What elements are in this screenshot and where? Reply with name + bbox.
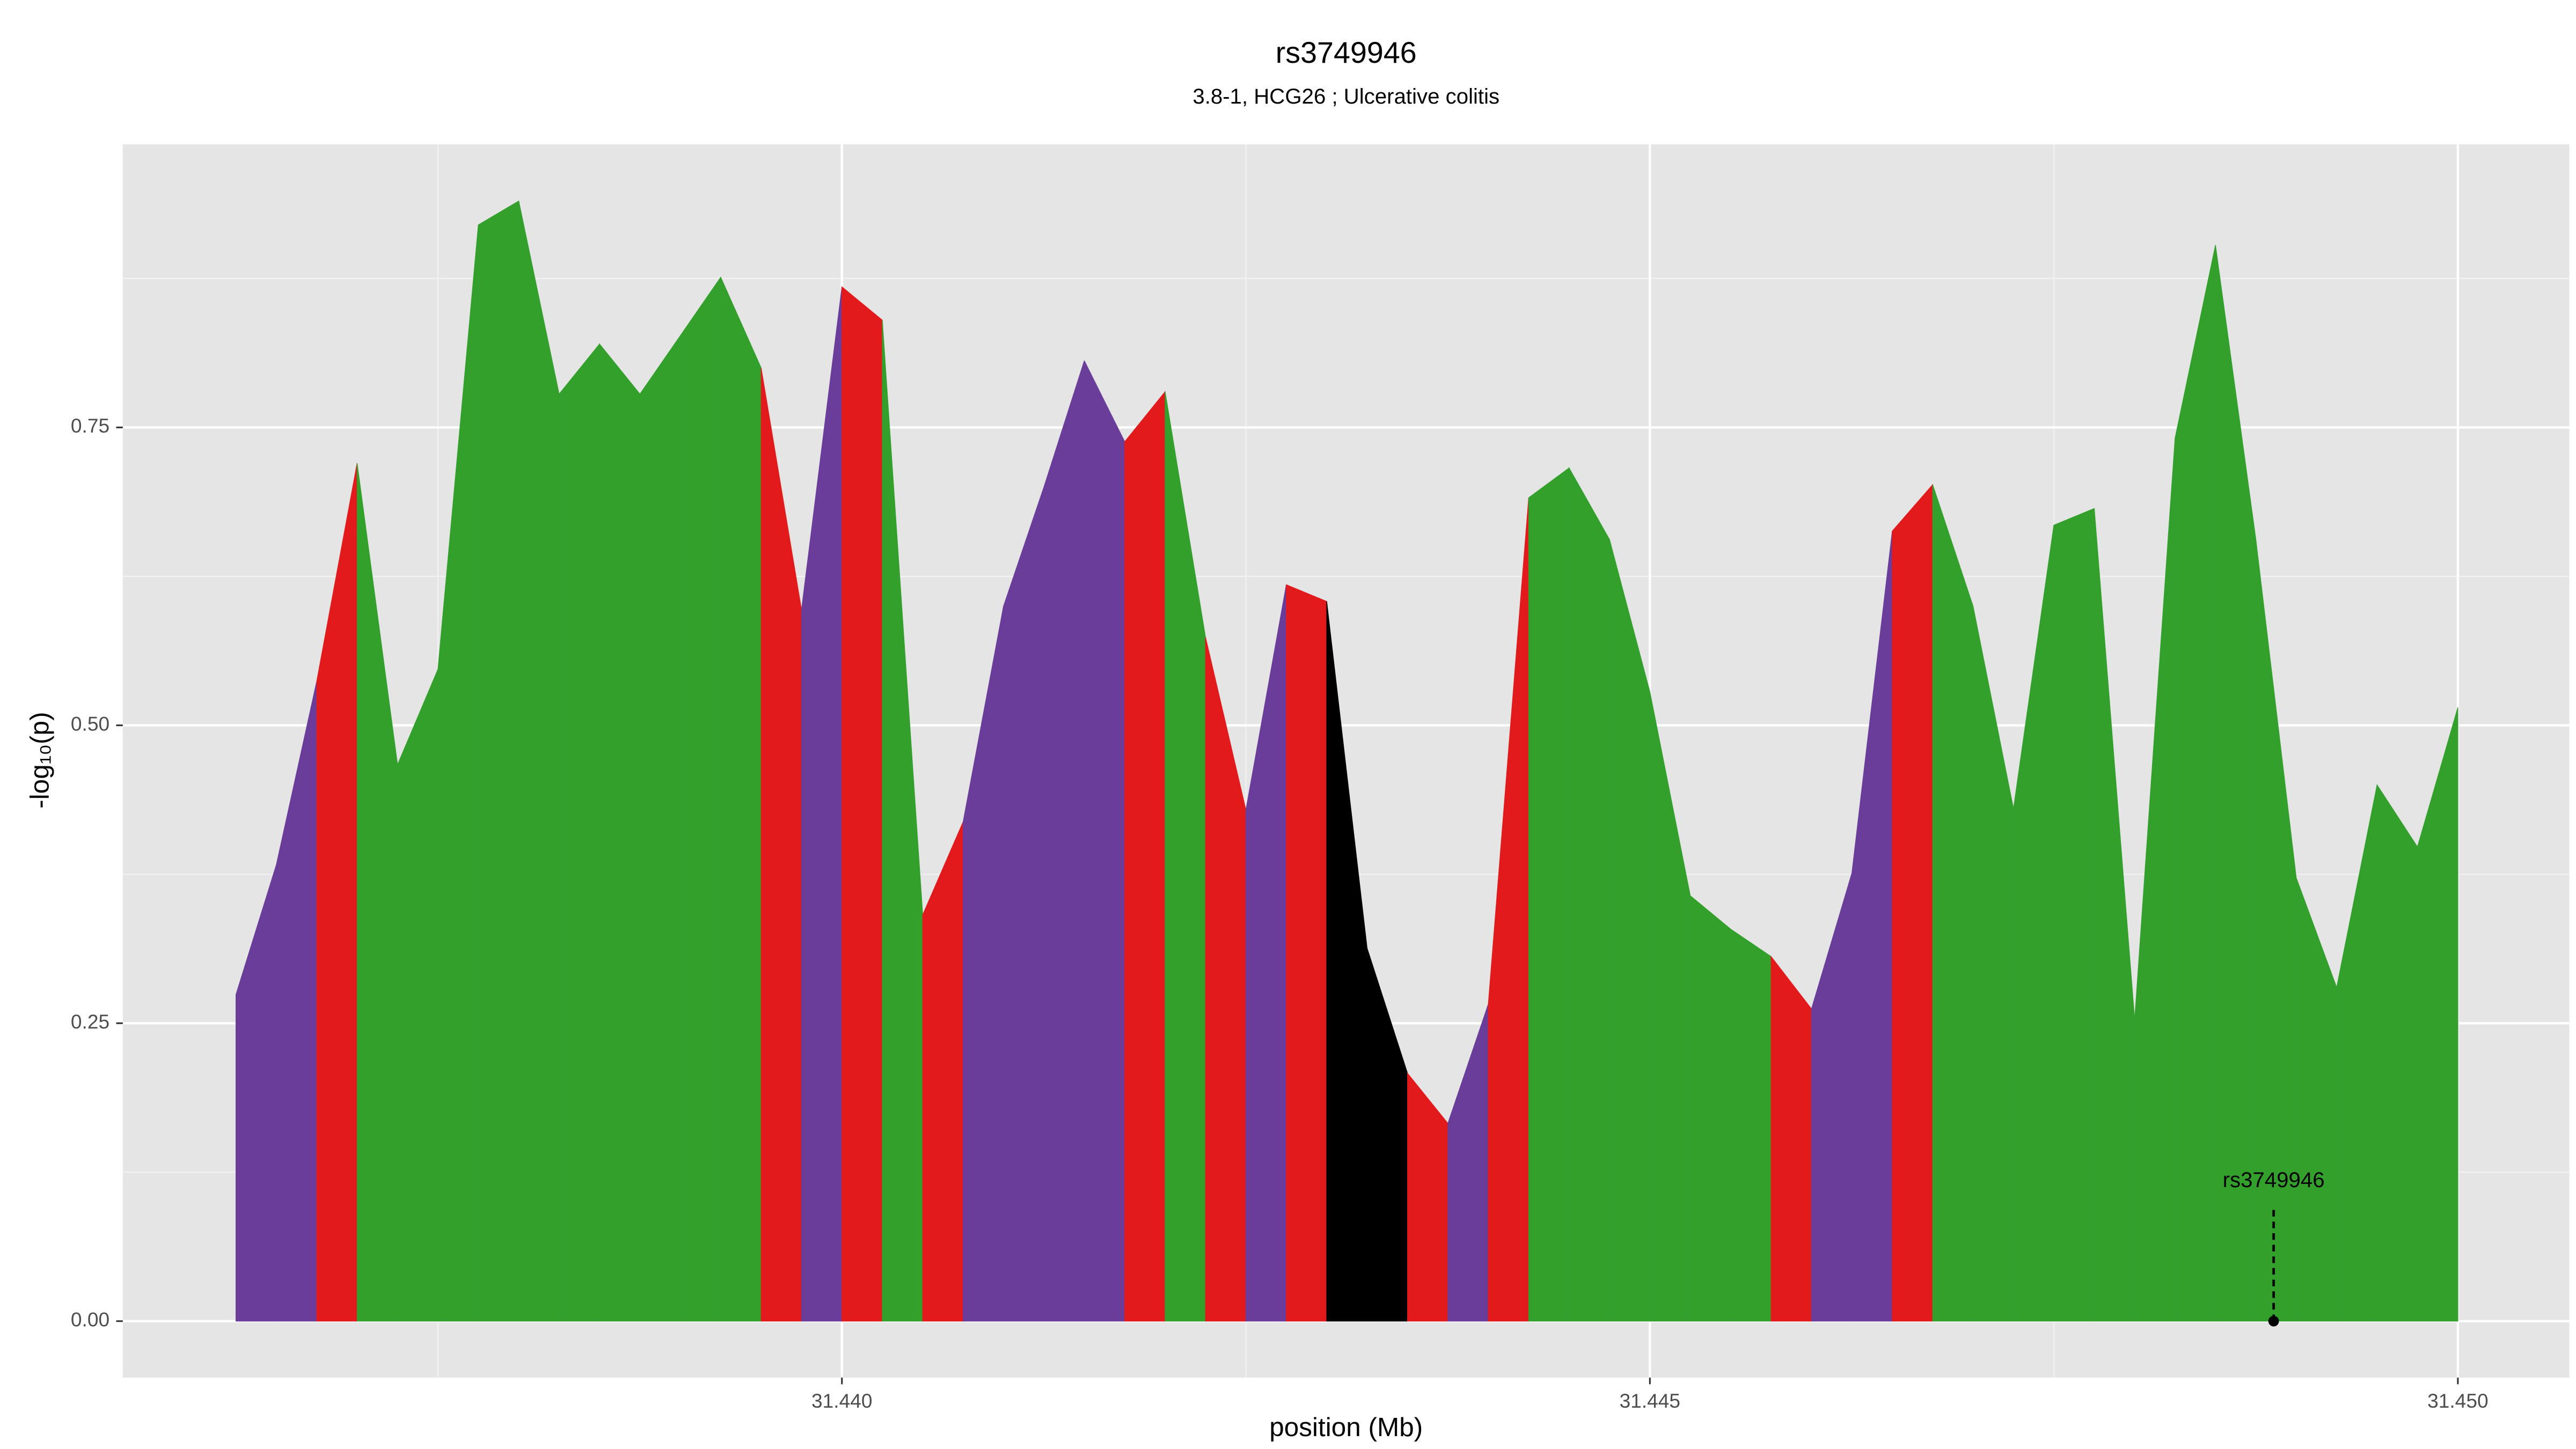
x-tick-label: 31.445: [1620, 1389, 1681, 1412]
area-segment: [639, 334, 681, 1322]
area-segment: [1689, 895, 1731, 1322]
area-segment: [2376, 784, 2418, 1322]
area-segment: [1124, 391, 1166, 1322]
x-axis-label: position (Mb): [1269, 1413, 1423, 1442]
area-segment: [1892, 484, 1933, 1322]
area-segment: [478, 200, 519, 1322]
y-tick-label: 0.00: [71, 1308, 109, 1331]
area-segment: [680, 276, 721, 1322]
y-tick-label: 0.50: [71, 712, 109, 735]
area-segment: [720, 277, 762, 1322]
area-segment: [1569, 466, 1610, 1322]
chart-title: rs3749946: [1276, 36, 1417, 69]
area-segment: [841, 286, 883, 1322]
area-segment: [1003, 487, 1044, 1322]
y-tick-label: 0.25: [71, 1010, 109, 1033]
area-segment: [1932, 484, 1974, 1322]
area-segment: [1084, 360, 1125, 1322]
annotation-label: rs3749946: [2223, 1168, 2325, 1192]
x-tick-label: 31.440: [811, 1389, 873, 1412]
area-segment: [1730, 928, 1772, 1322]
x-tick-label: 31.450: [2427, 1389, 2489, 1412]
chart-subtitle: 3.8-1, HCG26 ; Ulcerative colitis: [1192, 84, 1499, 108]
area-segment: [2053, 508, 2095, 1322]
area-segment: [397, 669, 438, 1322]
area-segment: [599, 343, 641, 1322]
area-segment: [1528, 467, 1570, 1322]
y-tick-label: 0.75: [71, 414, 109, 437]
area-segment: [1770, 955, 1812, 1322]
area-segment: [518, 201, 560, 1322]
annotation-point: [2268, 1315, 2279, 1327]
area-segment: [559, 343, 600, 1322]
area-segment: [1286, 584, 1327, 1322]
y-axis-label: -log₁₀(p): [25, 712, 54, 808]
area-segment: [1043, 360, 1085, 1322]
area-segment: [2417, 707, 2458, 1322]
